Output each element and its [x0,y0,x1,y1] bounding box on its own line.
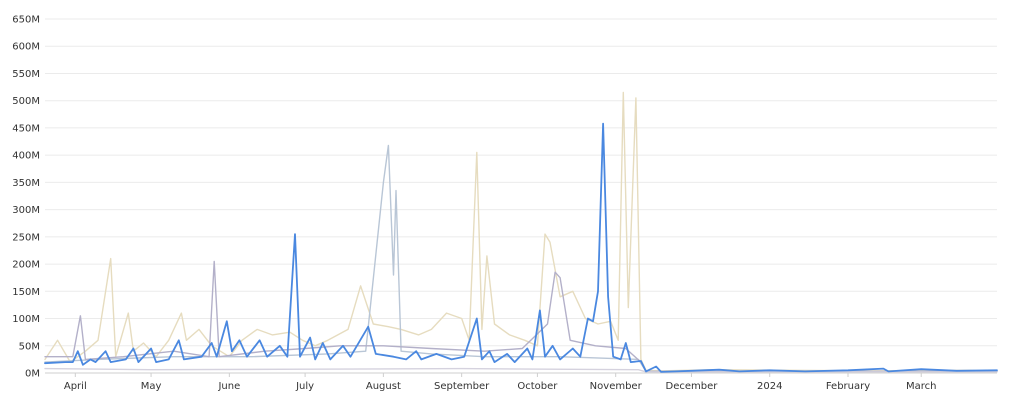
x-tick-label: 2024 [757,381,782,392]
y-tick-label: 650M [12,15,40,26]
y-tick-label: 450M [12,123,40,134]
x-tick-label: November [590,381,643,392]
x-tick-label: July [295,381,314,392]
y-tick-label: 600M [12,42,40,53]
y-tick-label: 400M [12,151,40,162]
x-tick-label: December [666,381,719,392]
gridlines [45,18,997,374]
series-line-5 [44,122,998,373]
y-axis: 0M 50M 100M 150M 200M 250M 300M 350M 400M 450M 500… [12,15,40,380]
x-tick-label: October [517,381,558,392]
y-tick-label: 250M [12,232,40,243]
series-lines [44,91,998,373]
x-tick-label: June [217,381,240,392]
series-line-1 [44,91,998,373]
x-tick-label: March [906,381,936,392]
x-tick-label: May [141,381,162,392]
y-tick-label: 550M [12,69,40,80]
y-tick-label: 200M [12,260,40,271]
y-tick-label: 500M [12,96,40,107]
x-tick-label: February [826,381,870,392]
y-tick-label: 350M [12,178,40,189]
y-tick-label: 300M [12,205,40,216]
x-tick-label: August [366,381,401,392]
x-tick-label: April [64,381,87,392]
y-tick-label: 150M [12,287,40,298]
y-tick-label: 50M [19,341,40,352]
x-tick-label: September [434,381,490,392]
y-tick-label: 0M [25,369,40,380]
series-line-3 [44,260,998,373]
x-axis: April May June July August September October No… [64,373,936,392]
series-line-2 [44,144,998,373]
y-tick-label: 100M [12,314,40,325]
